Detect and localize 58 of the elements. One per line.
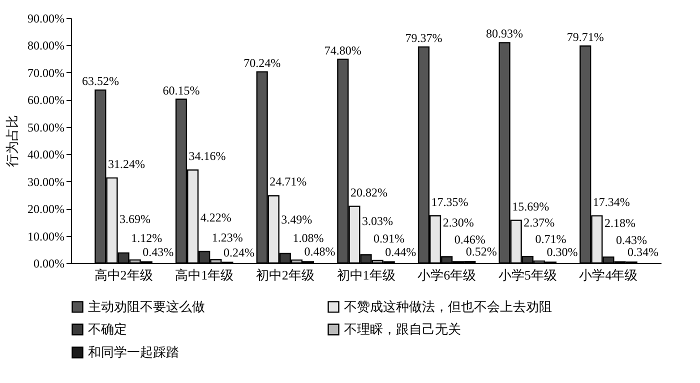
data-label: 0.24% [223, 245, 254, 260]
data-label: 0.43% [616, 232, 648, 247]
data-label: 24.71% [270, 174, 307, 189]
y-axis-title: 行为占比 [4, 115, 20, 167]
data-label: 60.15% [162, 83, 200, 98]
data-label: 3.03% [362, 214, 393, 228]
data-label: 63.52% [82, 74, 119, 88]
x-tick-label: 小学6年级 [418, 268, 476, 282]
data-label: 0.34% [628, 245, 659, 260]
data-label: 74.80% [324, 43, 362, 58]
x-tick-label: 初中2年级 [256, 268, 314, 282]
legend-label: 不理睬，跟自己无关 [344, 322, 461, 336]
data-label: 2.30% [442, 216, 474, 230]
y-tick-label: 20.00% [28, 202, 64, 216]
data-label: 17.35% [431, 194, 468, 209]
data-label: 0.52% [466, 244, 497, 259]
data-label: 20.82% [350, 185, 388, 200]
data-label: 1.23% [212, 230, 243, 245]
x-tick-label: 初中1年级 [336, 268, 396, 282]
legend-label: 和同学一起踩踏 [88, 344, 179, 360]
data-label: 0.48% [304, 244, 336, 259]
y-tick-label: 70.00% [28, 66, 64, 80]
data-label: 3.49% [281, 212, 312, 226]
data-label: 2.37% [524, 216, 555, 230]
data-label: 17.34% [592, 194, 630, 209]
data-label: 0.43% [142, 244, 174, 259]
data-label: 1.08% [292, 231, 324, 246]
y-tick-label: 0.00% [34, 256, 64, 270]
data-label: 0.30% [546, 245, 578, 260]
x-tick-label: 小学5年级 [498, 268, 557, 282]
x-tick-label: 高中1年级 [175, 268, 234, 282]
y-tick-label: 10.00% [28, 229, 64, 244]
y-tick-label: 80.00% [28, 38, 64, 53]
data-label: 4.22% [200, 210, 232, 225]
data-label: 1.12% [131, 230, 162, 245]
data-label: 0.44% [385, 244, 416, 259]
data-label: 0.71% [535, 232, 566, 246]
data-label: 79.71% [566, 30, 604, 44]
data-label: 31.24% [108, 156, 145, 171]
data-label: 2.18% [604, 216, 636, 230]
legend-label: 不赞成这种做法，但也不会上去劝阻 [344, 298, 552, 314]
y-tick-label: 40.00% [28, 148, 64, 162]
data-label: 3.69% [120, 212, 151, 226]
data-label: 70.24% [244, 56, 281, 70]
data-label: 34.16% [188, 149, 226, 164]
legend-label: 主动劝阻不要这么做 [88, 298, 205, 314]
y-tick-label: 90.00% [28, 12, 64, 26]
data-label: 79.37% [405, 30, 442, 45]
y-tick-label: 30.00% [28, 174, 64, 189]
y-tick-label: 50.00% [28, 120, 64, 134]
data-label: 0.46% [454, 232, 486, 247]
x-tick-label: 高中2年级 [94, 268, 153, 282]
data-label: 80.93% [486, 26, 524, 41]
data-label: 15.69% [512, 199, 550, 214]
x-tick-label: 小学4年级 [579, 268, 638, 282]
data-label: 0.91% [374, 232, 405, 246]
legend-label: 不确定 [88, 322, 127, 336]
y-tick-label: 60.00% [28, 93, 64, 108]
